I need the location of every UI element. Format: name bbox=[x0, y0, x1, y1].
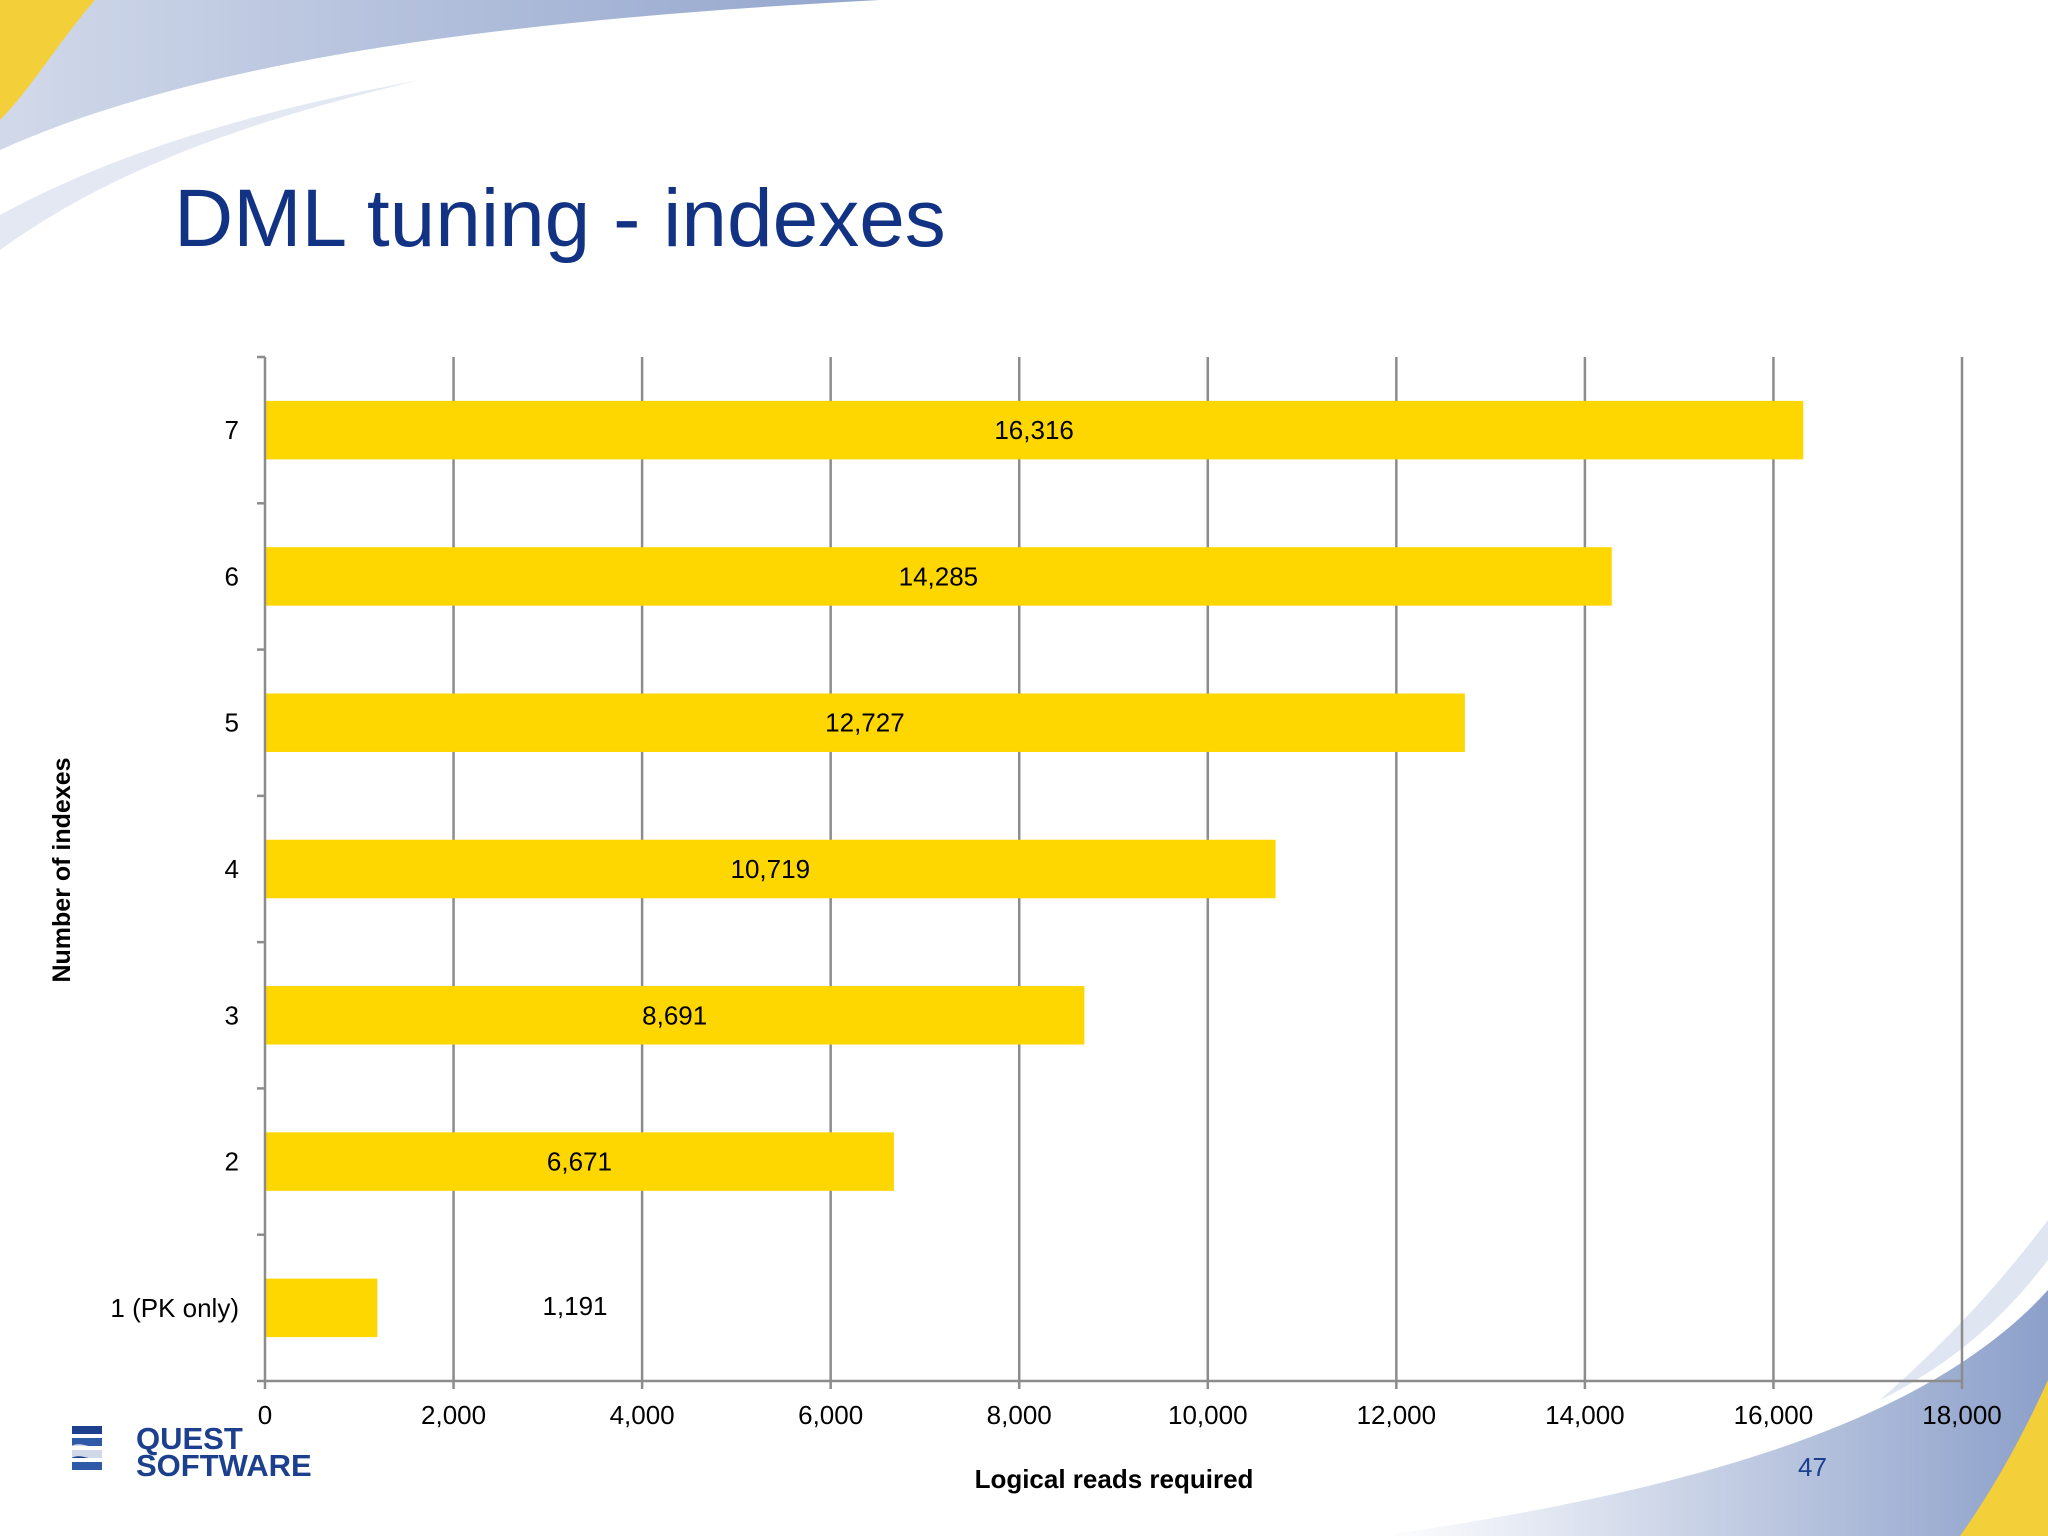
x-tick-label: 14,000 bbox=[1545, 1400, 1625, 1430]
x-tick-label: 10,000 bbox=[1168, 1400, 1248, 1430]
bottom-swoosh-blue bbox=[1380, 1290, 2048, 1536]
x-tick-label: 6,000 bbox=[798, 1400, 863, 1430]
y-category-label: 3 bbox=[225, 1000, 239, 1030]
x-tick-label: 18,000 bbox=[1922, 1400, 2002, 1430]
y-axis-title: Number of indexes bbox=[48, 757, 76, 982]
bar-1 bbox=[265, 1278, 378, 1338]
data-label-6: 14,285 bbox=[899, 561, 979, 591]
bar-2 bbox=[265, 1132, 894, 1191]
data-label-2: 6,671 bbox=[547, 1147, 612, 1177]
axes bbox=[257, 355, 1964, 1389]
x-tick-label: 16,000 bbox=[1734, 1400, 1814, 1430]
bar-6 bbox=[265, 547, 1612, 606]
logo-text-software: SOFTWARE bbox=[136, 1448, 312, 1483]
data-label-4: 10,719 bbox=[731, 854, 811, 884]
page-number: 47 bbox=[1798, 1452, 1827, 1482]
y-category-label: 1 (PK only) bbox=[110, 1293, 239, 1323]
y-category-label: 5 bbox=[225, 708, 239, 738]
x-tick-label: 2,000 bbox=[421, 1400, 486, 1430]
labels: 0 2,000 4,000 6,000 8,000 10,000 12,000 14,000 1… bbox=[110, 415, 2001, 1430]
bottom-swoosh-yellow bbox=[1960, 1380, 2048, 1536]
y-category-label: 4 bbox=[225, 854, 239, 884]
top-swoosh-blue bbox=[0, 0, 880, 150]
x-tick-label: 4,000 bbox=[610, 1400, 675, 1430]
y-category-label: 7 bbox=[225, 415, 239, 445]
data-label-7: 16,316 bbox=[994, 415, 1074, 445]
x-tick-label: 8,000 bbox=[987, 1400, 1052, 1430]
bar-7 bbox=[265, 400, 1804, 460]
quest-software-logo bbox=[68, 1426, 112, 1470]
x-axis-title: Logical reads required bbox=[975, 1464, 1254, 1494]
bars bbox=[265, 400, 1804, 1338]
top-swoosh-yellow bbox=[0, 0, 95, 120]
data-label-1: 1,191 bbox=[542, 1291, 607, 1321]
logo-text-quest: QUEST bbox=[136, 1421, 243, 1456]
data-label-5: 12,727 bbox=[825, 708, 905, 738]
y-category-label: 6 bbox=[225, 561, 239, 591]
y-category-label: 2 bbox=[225, 1147, 239, 1177]
x-tick-label: 12,000 bbox=[1357, 1400, 1437, 1430]
bar-3 bbox=[265, 986, 1085, 1045]
bar-5 bbox=[265, 693, 1465, 752]
data-label-3: 8,691 bbox=[642, 1000, 707, 1030]
x-tick-label: 0 bbox=[258, 1400, 272, 1430]
slide-title: DML tuning - indexes bbox=[174, 173, 946, 264]
bar-4 bbox=[265, 839, 1276, 899]
